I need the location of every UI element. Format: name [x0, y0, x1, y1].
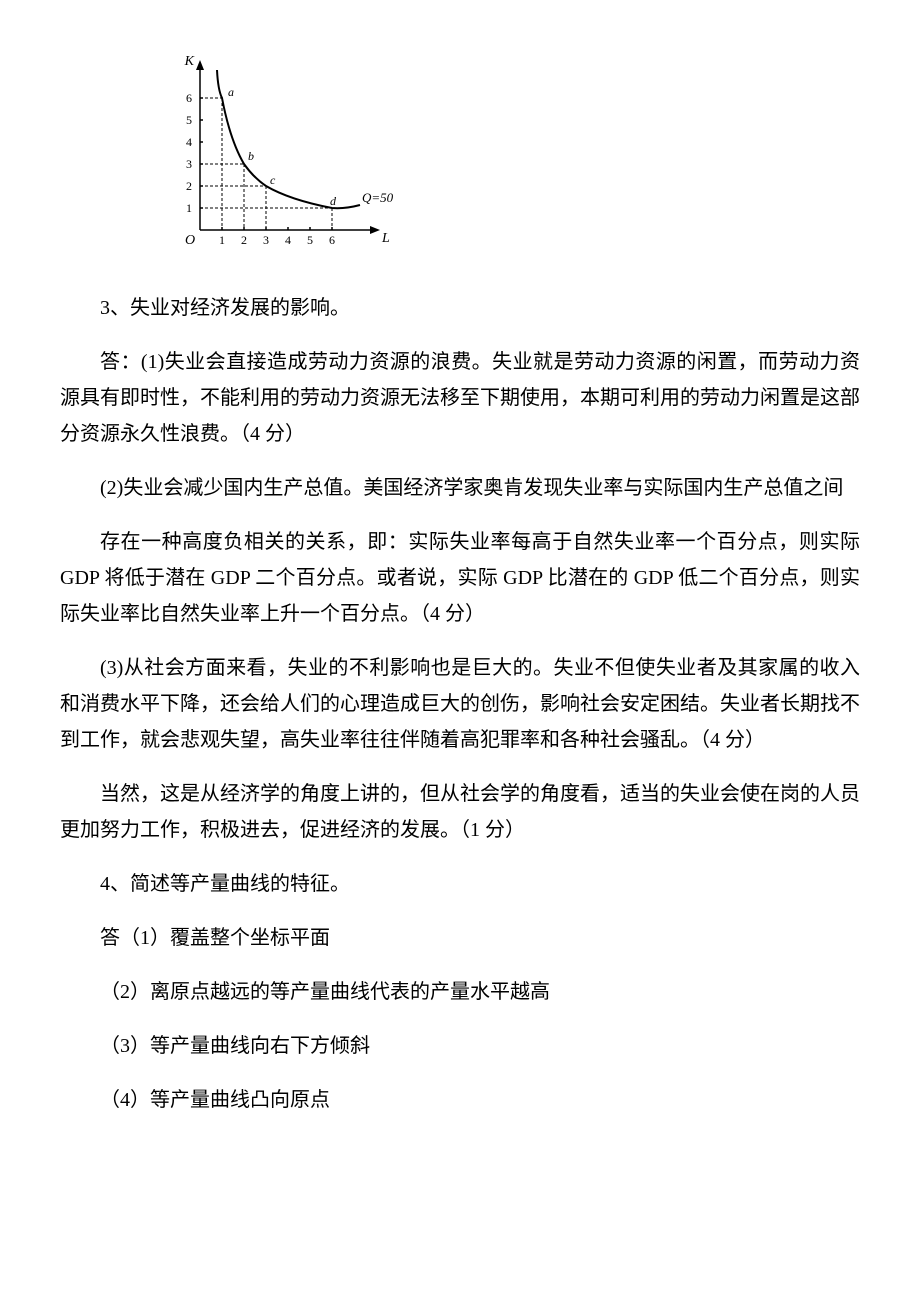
x-tick-6: 6	[329, 233, 335, 247]
x-tick-5: 5	[307, 233, 313, 247]
q3-answer-2-cont: 存在一种高度负相关的关系，即：实际失业率每高于自然失业率一个百分点，则实际 GD…	[60, 524, 860, 632]
point-b-label: b	[248, 149, 254, 163]
point-c-label: c	[270, 173, 276, 187]
y-tick-3: 3	[186, 157, 192, 171]
q4-answer-1: 答（1）覆盖整个坐标平面	[60, 920, 860, 956]
q3-answer-4: 当然，这是从经济学的角度上讲的，但从社会学的角度看，适当的失业会使在岗的人员更加…	[60, 776, 860, 848]
q4-answer-4: （4）等产量曲线凸向原点	[60, 1082, 860, 1118]
x-tick-4: 4	[285, 233, 291, 247]
q3-answer-1: 答：(1)失业会直接造成劳动力资源的浪费。失业就是劳动力资源的闲置，而劳动力资源…	[60, 344, 860, 452]
y-axis-arrow	[196, 60, 204, 70]
point-d-label: d	[330, 194, 337, 208]
y-tick-1: 1	[186, 201, 192, 215]
isoquant-chart: K L O 1 2 3 4 5 6 1 2 3 4 5 6	[160, 50, 860, 260]
origin-label: O	[185, 233, 195, 248]
x-tick-2: 2	[241, 233, 247, 247]
x-axis-label: L	[381, 231, 390, 246]
x-tick-1: 1	[219, 233, 225, 247]
q3-title: 3、失业对经济发展的影响。	[60, 290, 860, 326]
curve-label: Q=50	[362, 190, 394, 205]
y-tick-2: 2	[186, 179, 192, 193]
q4-title: 4、简述等产量曲线的特征。	[60, 866, 860, 902]
x-axis-arrow	[370, 226, 380, 234]
q4-answer-3: （3）等产量曲线向右下方倾斜	[60, 1028, 860, 1064]
q3-answer-2: (2)失业会减少国内生产总值。美国经济学家奥肯发现失业率与实际国内生产总值之间	[60, 470, 860, 506]
isoquant-curve	[217, 70, 360, 208]
y-axis-label: K	[184, 54, 195, 69]
y-tick-6: 6	[186, 91, 192, 105]
y-tick-4: 4	[186, 135, 192, 149]
chart-svg: K L O 1 2 3 4 5 6 1 2 3 4 5 6	[160, 50, 400, 260]
x-tick-3: 3	[263, 233, 269, 247]
y-tick-5: 5	[186, 113, 192, 127]
q3-answer-3: (3)从社会方面来看，失业的不利影响也是巨大的。失业不但使失业者及其家属的收入和…	[60, 650, 860, 758]
point-a-label: a	[228, 85, 234, 99]
q4-answer-2: （2）离原点越远的等产量曲线代表的产量水平越高	[60, 974, 860, 1010]
